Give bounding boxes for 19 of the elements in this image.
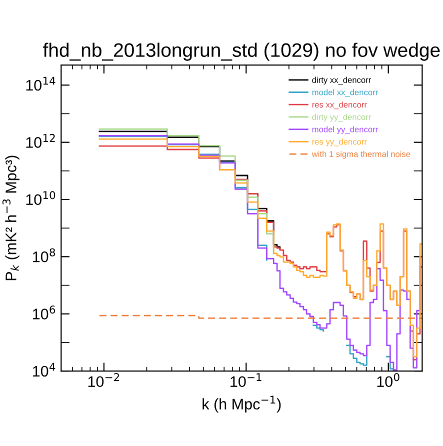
y-tick-label: 10$^{10}$ [26, 191, 56, 206]
y-tick-label: 10$^{4}$ [32, 362, 56, 377]
y-tick-label: 10$^{6}$ [32, 306, 56, 320]
legend-label: model xx_dencorr [312, 89, 378, 97]
x-axis-title: k (h Mpc$^{−1}$) [202, 396, 281, 413]
y-tick-label: 10$^{12}$ [26, 134, 55, 148]
y-tick-label: 10$^{8}$ [32, 248, 56, 262]
x-tick-label: 10$^{−1}$ [230, 373, 262, 388]
legend-label: model yy_dencorr [312, 126, 378, 134]
legend-label: dirty xx_dencorr [312, 76, 372, 85]
x-tick-label: 10$^{0}$ [377, 373, 400, 388]
legend-label: res xx_dencorr [312, 101, 367, 110]
y-tick-label: 10$^{14}$ [26, 76, 56, 91]
legend-label: res yy_dencorr [312, 138, 367, 146]
legend-label: dirty yy_dencorr [312, 114, 372, 122]
x-tick-label: 10$^{−2}$ [88, 373, 120, 388]
legend-label: with 1 sigma thermal noise [312, 150, 410, 159]
y-axis-title: P$_{k}$ (mK² h$^{−3}$ Mpc³) [2, 156, 20, 280]
chart-title: fhd_nb_2013longrun_std (1029) no fov wedge [43, 42, 440, 61]
